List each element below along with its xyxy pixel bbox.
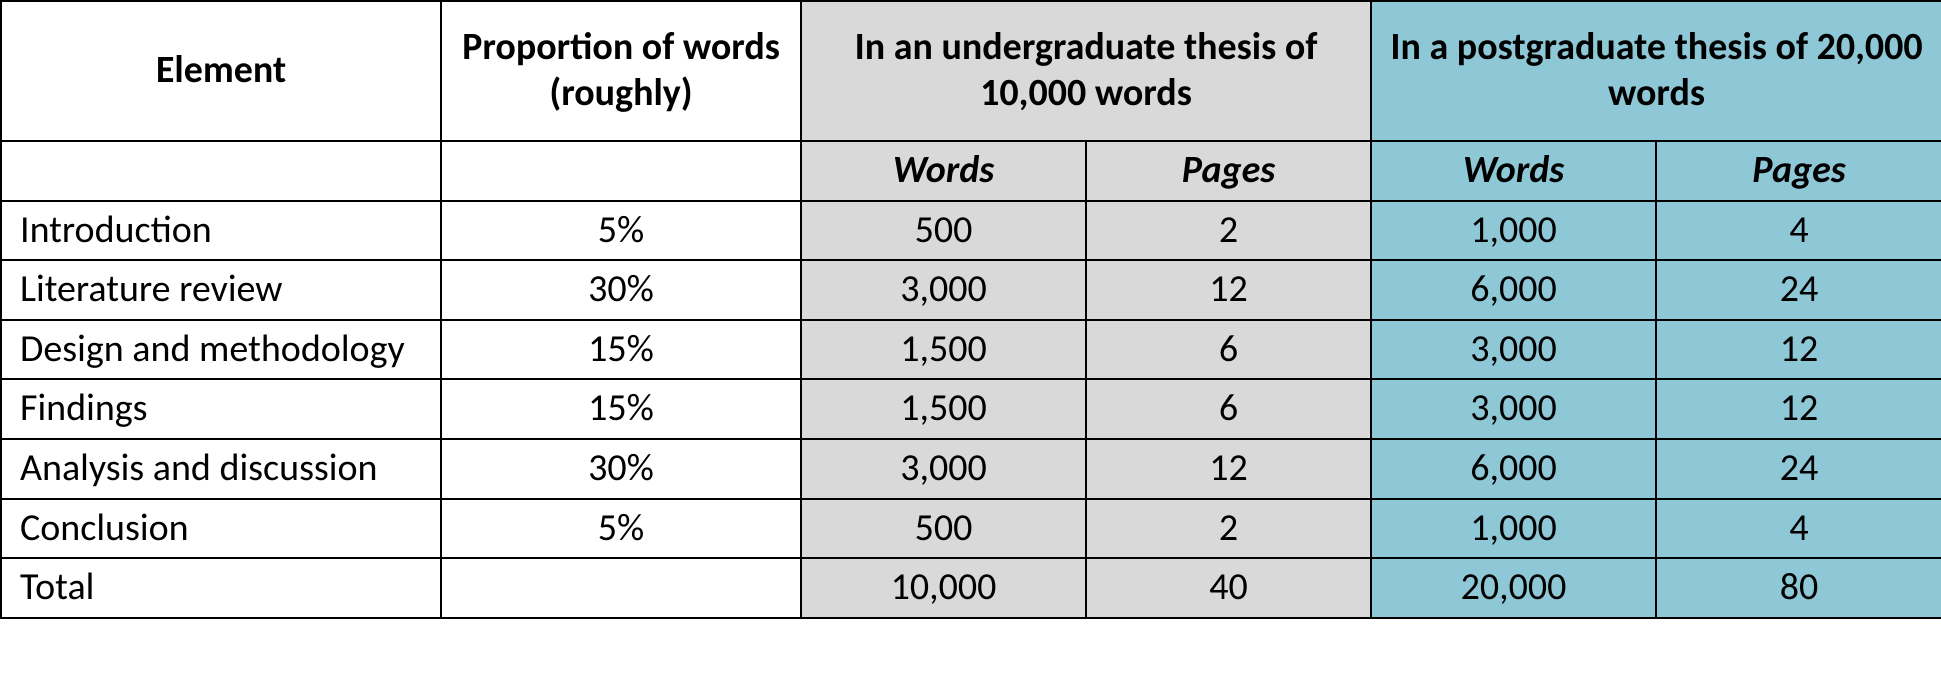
- cell-element: Literature review: [1, 260, 441, 320]
- cell-pg-words: 6,000: [1371, 260, 1656, 320]
- table-row: Literature review 30% 3,000 12 6,000 24: [1, 260, 1941, 320]
- cell-ug-words: 3,000: [801, 439, 1086, 499]
- cell-pg-pages: 4: [1656, 201, 1941, 261]
- cell-pg-words: 1,000: [1371, 499, 1656, 559]
- cell-proportion: 30%: [441, 439, 801, 499]
- cell-pg-words: 3,000: [1371, 320, 1656, 380]
- subheader-ug-words: Words: [801, 141, 1086, 201]
- cell-element: Introduction: [1, 201, 441, 261]
- cell-proportion: 15%: [441, 320, 801, 380]
- table-row: Analysis and discussion 30% 3,000 12 6,0…: [1, 439, 1941, 499]
- cell-total-pg-pages: 80: [1656, 558, 1941, 618]
- cell-pg-words: 6,000: [1371, 439, 1656, 499]
- col-header-undergrad: In an undergraduate thesis of 10,000 wor…: [801, 1, 1371, 141]
- subheader-pg-words: Words: [1371, 141, 1656, 201]
- thesis-structure-table: Element Proportion of words (roughly) In…: [0, 0, 1941, 619]
- blank-cell: [441, 141, 801, 201]
- cell-element: Conclusion: [1, 499, 441, 559]
- cell-pg-pages: 12: [1656, 379, 1941, 439]
- cell-pg-pages: 4: [1656, 499, 1941, 559]
- col-header-postgrad: In a postgraduate thesis of 20,000 words: [1371, 1, 1941, 141]
- cell-ug-pages: 2: [1086, 499, 1371, 559]
- header-row-2: Words Pages Words Pages: [1, 141, 1941, 201]
- table-row: Design and methodology 15% 1,500 6 3,000…: [1, 320, 1941, 380]
- subheader-ug-pages: Pages: [1086, 141, 1371, 201]
- table-row: Conclusion 5% 500 2 1,000 4: [1, 499, 1941, 559]
- cell-total-pg-words: 20,000: [1371, 558, 1656, 618]
- table-row: Introduction 5% 500 2 1,000 4: [1, 201, 1941, 261]
- cell-total-ug-pages: 40: [1086, 558, 1371, 618]
- cell-ug-words: 500: [801, 201, 1086, 261]
- cell-ug-pages: 6: [1086, 379, 1371, 439]
- cell-proportion: 5%: [441, 201, 801, 261]
- cell-proportion: 30%: [441, 260, 801, 320]
- cell-element: Analysis and discussion: [1, 439, 441, 499]
- cell-pg-words: 3,000: [1371, 379, 1656, 439]
- total-row: Total 10,000 40 20,000 80: [1, 558, 1941, 618]
- subheader-pg-pages: Pages: [1656, 141, 1941, 201]
- cell-ug-words: 3,000: [801, 260, 1086, 320]
- cell-proportion: 5%: [441, 499, 801, 559]
- cell-pg-pages: 12: [1656, 320, 1941, 380]
- table-row: Findings 15% 1,500 6 3,000 12: [1, 379, 1941, 439]
- blank-cell: [1, 141, 441, 201]
- cell-total-ug-words: 10,000: [801, 558, 1086, 618]
- cell-pg-words: 1,000: [1371, 201, 1656, 261]
- cell-element: Findings: [1, 379, 441, 439]
- header-row-1: Element Proportion of words (roughly) In…: [1, 1, 1941, 141]
- col-header-proportion: Proportion of words (roughly): [441, 1, 801, 141]
- cell-ug-words: 1,500: [801, 379, 1086, 439]
- cell-total-label: Total: [1, 558, 441, 618]
- cell-pg-pages: 24: [1656, 439, 1941, 499]
- cell-ug-pages: 6: [1086, 320, 1371, 380]
- cell-ug-words: 1,500: [801, 320, 1086, 380]
- cell-pg-pages: 24: [1656, 260, 1941, 320]
- cell-proportion: 15%: [441, 379, 801, 439]
- cell-total-prop: [441, 558, 801, 618]
- cell-ug-pages: 12: [1086, 260, 1371, 320]
- cell-element: Design and methodology: [1, 320, 441, 380]
- cell-ug-pages: 12: [1086, 439, 1371, 499]
- cell-ug-words: 500: [801, 499, 1086, 559]
- col-header-element: Element: [1, 1, 441, 141]
- cell-ug-pages: 2: [1086, 201, 1371, 261]
